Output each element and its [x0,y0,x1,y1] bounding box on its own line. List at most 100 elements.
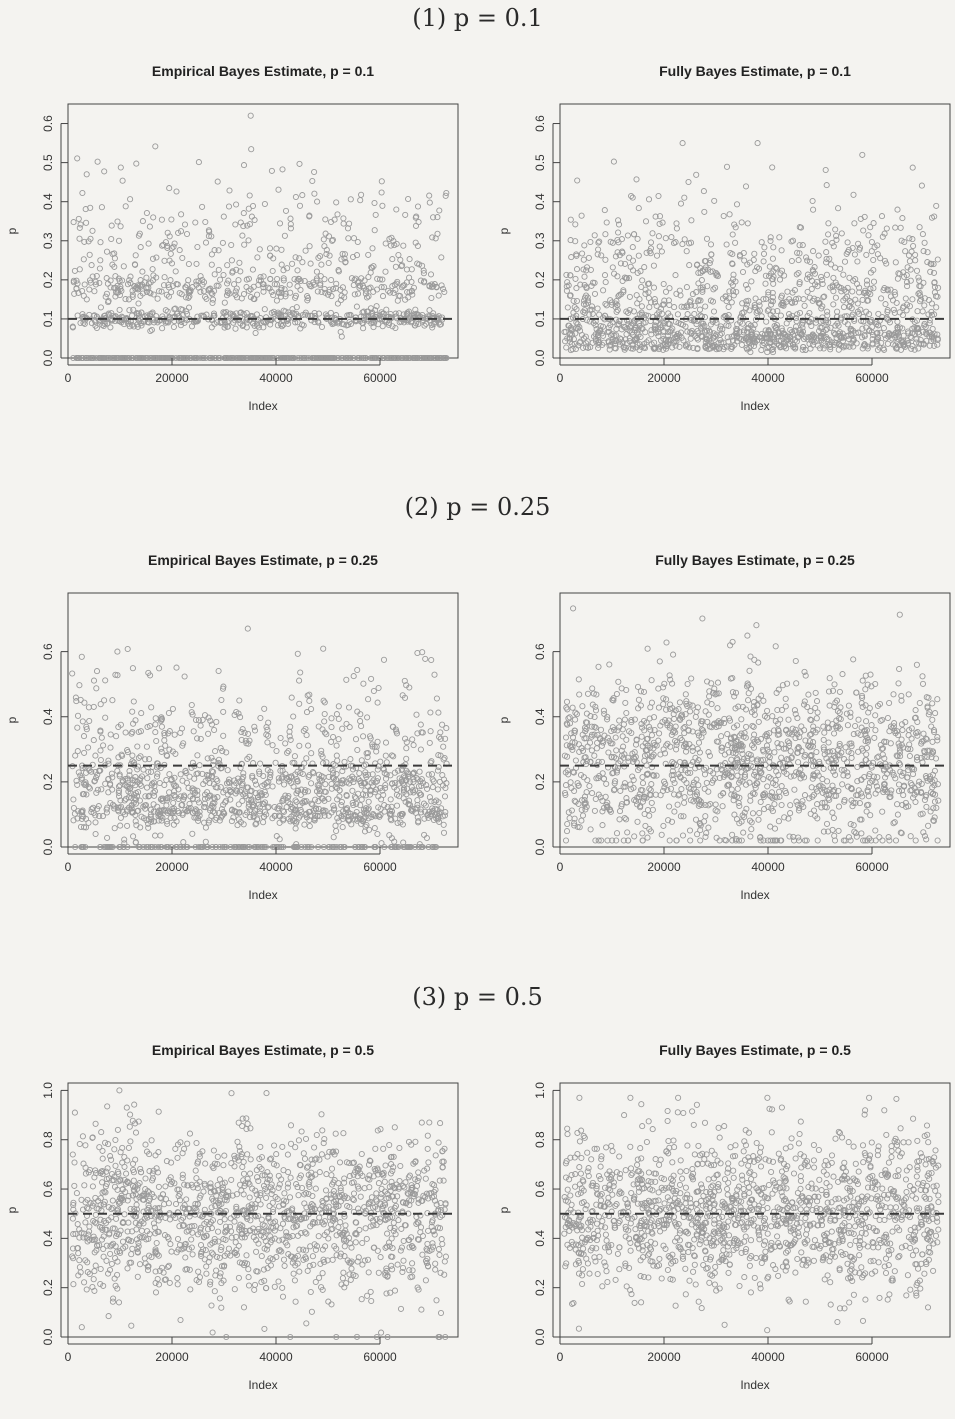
data-point [98,305,103,310]
data-point [233,326,238,331]
data-point [253,330,258,335]
data-point [160,326,165,331]
data-point [832,682,837,687]
points-group [70,626,450,850]
data-point [344,721,349,726]
y-tick-label: 0.4 [533,193,547,210]
data-point [893,838,898,843]
data-point [181,840,186,845]
data-point [84,172,89,177]
y-axis-label: p [5,716,19,723]
data-point [442,794,447,799]
data-point [720,804,725,809]
data-point [895,207,900,212]
data-point [715,680,720,685]
data-point [91,704,96,709]
data-point [297,701,302,706]
x-tick-label: 0 [557,371,564,385]
data-point [625,233,630,238]
data-point [245,731,250,736]
data-point [75,156,80,161]
data-point [828,325,833,330]
data-point [756,719,761,724]
data-point [252,728,257,733]
data-point [221,214,226,219]
data-point [588,239,593,244]
data-point [404,267,409,272]
data-point [574,712,579,717]
data-point [920,309,925,314]
section-title-2: (2) p = 0.25 [0,493,955,521]
x-tick-label: 60000 [363,371,397,385]
data-point [323,231,328,236]
data-point [699,278,704,283]
y-tick-label: 0.0 [533,349,547,366]
data-point [99,205,104,210]
data-point [252,217,257,222]
data-point [168,251,173,256]
data-point [87,287,92,292]
data-point [713,802,718,807]
data-point [184,780,189,785]
data-point [314,269,319,274]
data-point [887,838,892,843]
data-point [153,730,158,735]
data-point [321,237,326,242]
data-point [104,249,109,254]
data-point [657,244,662,249]
data-point [101,743,106,748]
data-point [70,671,75,676]
data-point [436,710,441,715]
data-point [179,726,184,731]
data-point [93,831,98,836]
points-group [562,606,941,843]
data-point [712,198,717,203]
data-point [229,242,234,247]
x-tick-label: 20000 [155,371,189,385]
data-point [71,797,76,802]
data-point [297,678,302,683]
data-point [200,204,205,209]
data-point [144,275,149,280]
data-point [366,274,371,279]
data-point [784,321,789,326]
data-point [84,220,89,225]
data-point [171,800,176,805]
data-point [72,268,77,273]
data-point [298,287,303,292]
data-point [334,828,339,833]
y-tick-label: 0.6 [41,115,55,132]
data-point [599,253,604,258]
data-point [914,268,919,273]
data-point [209,252,214,257]
data-point [932,799,937,804]
data-point [146,241,151,246]
data-point [359,758,364,763]
data-point [275,276,280,281]
data-point [306,743,311,748]
data-point [331,835,336,840]
data-point [433,236,438,241]
data-point [749,279,754,284]
data-point [868,225,873,230]
data-point [273,760,278,765]
data-point [659,832,664,837]
data-point [830,810,835,815]
data-point [914,662,919,667]
data-point [640,831,645,836]
x-tick-label: 60000 [363,860,397,874]
data-point [420,650,425,655]
data-point [362,763,367,768]
data-point [911,243,916,248]
data-point [86,745,91,750]
data-point [145,776,150,781]
data-point [692,303,697,308]
data-point [304,756,309,761]
data-point [189,702,194,707]
data-point [361,734,366,739]
data-point [321,646,326,651]
data-point [110,698,115,703]
data-point [374,779,379,784]
